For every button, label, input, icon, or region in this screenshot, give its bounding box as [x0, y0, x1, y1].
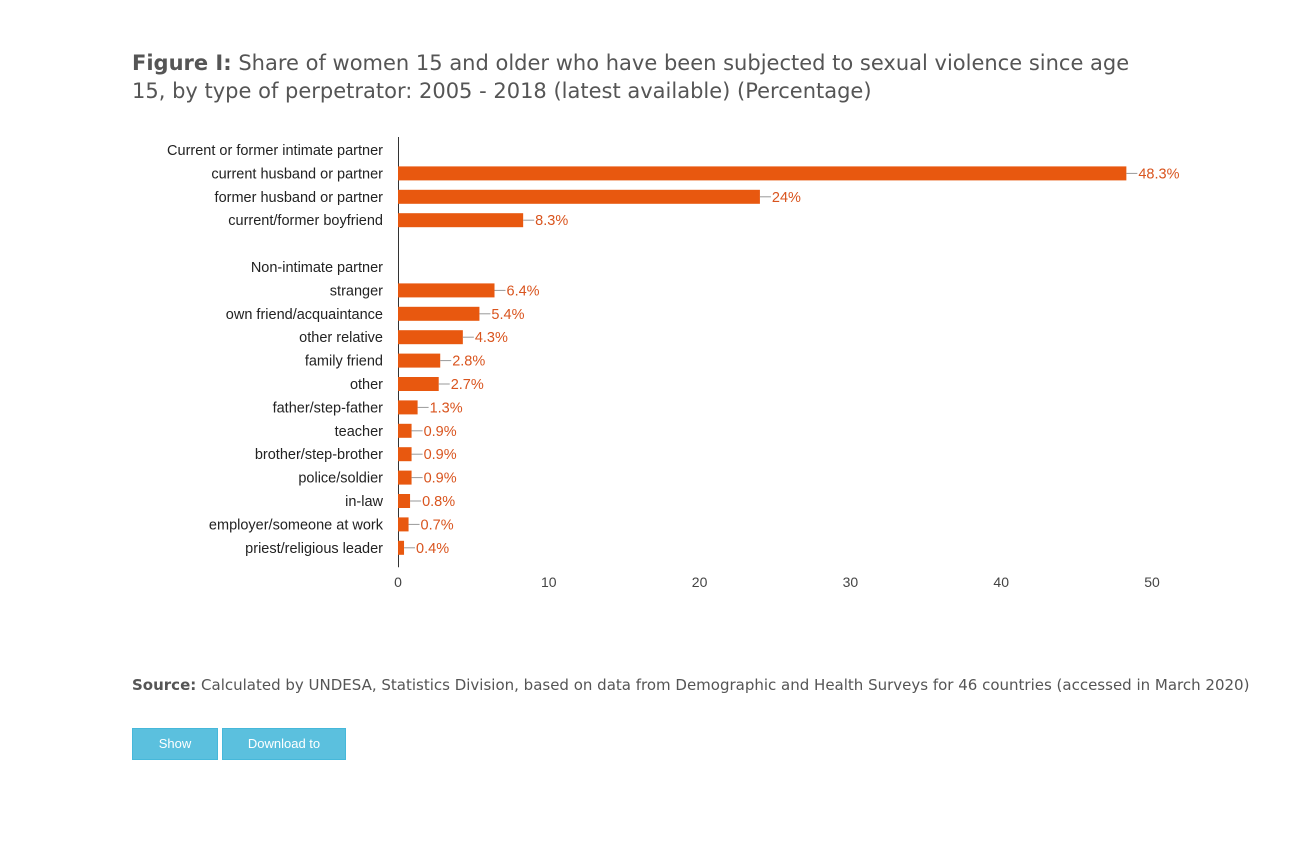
category-label: current husband or partner: [211, 166, 383, 182]
category-label: in-law: [345, 494, 383, 510]
source-label: Source:: [132, 676, 197, 694]
bar-chart: Current or former intimate partner curren…: [167, 137, 1180, 590]
data-label: 6.4%: [507, 283, 540, 299]
bar: [398, 517, 409, 532]
data-label: 4.3%: [475, 330, 508, 346]
data-label: 0.4%: [416, 541, 449, 557]
data-label: 48.3%: [1138, 166, 1179, 182]
category-label: current/former boyfriend: [228, 213, 383, 229]
data-label: 0.9%: [424, 471, 457, 487]
data-label: 0.9%: [424, 447, 457, 463]
x-tick-label: 50: [1144, 574, 1160, 590]
data-label: 0.8%: [422, 494, 455, 510]
bar: [398, 447, 412, 462]
bar: [398, 470, 412, 485]
data-label: 24%: [772, 190, 801, 206]
download-csv-button[interactable]: Download to CSV: [222, 728, 346, 781]
category-label: priest/religious leader: [245, 541, 383, 557]
data-label: 0.9%: [424, 424, 457, 440]
bar: [398, 540, 405, 555]
x-tick-label: 30: [843, 574, 859, 590]
show-data-button[interactable]: Show Data: [132, 728, 218, 781]
data-label: 1.3%: [430, 400, 463, 416]
category-label: brother/step-brother: [255, 447, 383, 463]
bar: [398, 166, 1127, 181]
x-tick-label: 20: [692, 574, 708, 590]
bar: [398, 330, 463, 345]
category-label: other: [350, 377, 383, 393]
source-note: Source: Calculated by UNDESA, Statistics…: [132, 676, 1249, 694]
category-label: employer/someone at work: [209, 517, 384, 533]
category-label: Non-intimate partner: [251, 260, 383, 276]
category-label: Current or former intimate partner: [167, 143, 383, 159]
category-label: own friend/acquaintance: [226, 307, 383, 323]
x-tick-label: 0: [394, 574, 402, 590]
category-label: former husband or partner: [215, 190, 384, 206]
data-label: 0.7%: [421, 517, 454, 533]
bar: [398, 306, 480, 321]
data-label: 8.3%: [535, 213, 568, 229]
data-label: 5.4%: [491, 307, 524, 323]
x-tick-label: 40: [993, 574, 1009, 590]
bar: [398, 213, 524, 228]
category-label: father/step-father: [273, 400, 384, 416]
category-label: stranger: [330, 283, 383, 299]
bar: [398, 377, 439, 391]
category-label: teacher: [335, 424, 384, 440]
bar: [398, 494, 411, 508]
data-label: 2.7%: [451, 377, 484, 393]
category-label: other relative: [299, 330, 383, 346]
category-label: police/soldier: [298, 471, 383, 487]
bar: [398, 423, 412, 438]
bar: [398, 400, 418, 415]
figure-label: Figure I:: [132, 51, 232, 75]
figure-title: Figure I: Share of women 15 and older wh…: [132, 49, 1142, 105]
bar: [398, 283, 495, 298]
bar: [398, 189, 760, 204]
figure-title-text: Share of women 15 and older who have bee…: [132, 51, 1130, 103]
data-label: 2.8%: [452, 354, 485, 370]
category-label: family friend: [305, 354, 383, 370]
x-tick-label: 10: [541, 574, 557, 590]
bar: [398, 353, 441, 368]
source-text: Calculated by UNDESA, Statistics Divisio…: [201, 676, 1250, 694]
